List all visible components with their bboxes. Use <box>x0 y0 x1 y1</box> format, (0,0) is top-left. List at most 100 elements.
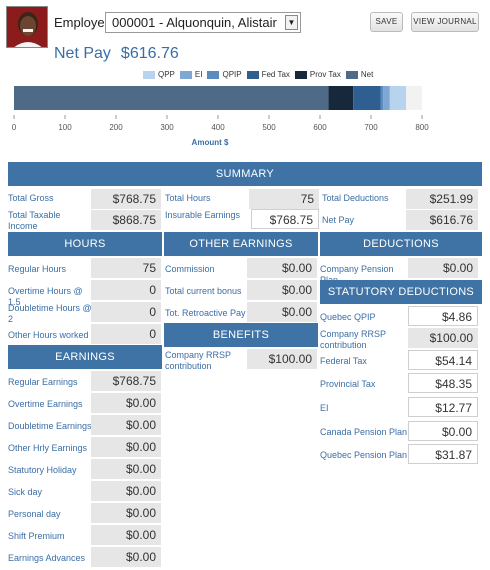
deductions-header: DEDUCTIONS <box>320 232 482 256</box>
total-taxable-label: Total Taxable Income <box>8 210 61 231</box>
legend-item: Prov Tax <box>294 70 341 79</box>
benefits-header: BENEFITS <box>164 323 318 347</box>
bar-segment <box>383 86 390 110</box>
legend-swatch <box>294 70 307 79</box>
legend-item: EI <box>179 70 202 79</box>
net-pay-heading-label: Net Pay <box>54 45 111 62</box>
earnings-item-value: $0.00 <box>91 437 161 457</box>
x-tick-label: 300 <box>160 123 174 132</box>
canada-pension-plan-label: Canada Pension Plan <box>320 427 408 437</box>
earnings-item-value: $0.00 <box>91 525 161 545</box>
hours-header: HOURS <box>8 232 162 256</box>
net-pay-heading-amount: $616.76 <box>120 45 179 62</box>
net-pay-value: $616.76 <box>406 210 478 230</box>
employee-label: Employee: <box>54 15 116 30</box>
bar-segment <box>14 86 329 110</box>
total-gross-label: Total Gross <box>8 193 54 203</box>
earnings-item-value: $0.00 <box>91 459 161 479</box>
legend-label: QPIP <box>222 70 242 79</box>
legend-label: Fed Tax <box>261 70 290 79</box>
legend-label: Net <box>360 70 374 79</box>
other-hours-label: Other Hours worked <box>8 330 89 340</box>
x-axis-label: Amount $ <box>192 138 229 147</box>
total-deductions-label: Total Deductions <box>322 193 389 203</box>
legend-item: Fed Tax <box>246 70 290 79</box>
net-pay-label: Net Pay <box>322 215 355 225</box>
x-tick-label: 100 <box>58 123 72 132</box>
provincial-tax-value[interactable]: $48.35 <box>408 373 478 393</box>
legend-label: Prov Tax <box>309 70 341 79</box>
earnings-item-label: Earnings Advances <box>8 553 86 563</box>
quebec-pension-plan-value[interactable]: $31.87 <box>408 444 478 464</box>
x-tick-label: 800 <box>415 123 429 132</box>
provincial-tax-label: Provincial Tax <box>320 379 376 389</box>
overtime-hours-label: Overtime Hours @ 1.5 <box>8 286 83 307</box>
earnings-item-value: $0.00 <box>91 503 161 523</box>
earnings-header: EARNINGS <box>8 345 162 369</box>
current-bonus-label: Total current bonus <box>165 286 242 296</box>
bar-segment <box>389 86 407 110</box>
ei-value[interactable]: $12.77 <box>408 397 478 417</box>
x-tick-label: 200 <box>109 123 123 132</box>
overtime-hours-value: 0 <box>91 280 161 300</box>
quebec-qpip-value[interactable]: $4.86 <box>408 306 478 326</box>
company-rrsp-contribution-label: Company RRSP contribution <box>320 329 386 350</box>
legend-swatch <box>143 70 155 79</box>
insurable-earnings-value[interactable]: $768.75 <box>251 209 319 229</box>
earnings-item-value: $768.75 <box>91 371 161 391</box>
other-earnings-header: OTHER EARNINGS <box>164 232 318 256</box>
total-gross-value: $768.75 <box>91 189 161 209</box>
employee-avatar <box>6 6 48 48</box>
commission-value: $0.00 <box>247 258 317 278</box>
x-tick-label: 600 <box>313 123 327 132</box>
federal-tax-value[interactable]: $54.14 <box>408 350 478 370</box>
legend-swatch <box>246 70 259 79</box>
earnings-item-label: Regular Earnings <box>8 377 78 387</box>
legend-swatch <box>345 70 358 79</box>
x-tick-label: 500 <box>262 123 276 132</box>
total-taxable-value: $868.75 <box>91 210 161 230</box>
employee-select[interactable]: 000001 - Alquonquin, Alistair ▼ <box>105 12 301 33</box>
bar-segment <box>380 86 384 110</box>
net-pay-heading: Net Pay $616.76 <box>54 45 189 63</box>
insurable-earnings-label: Insurable Earnings <box>165 210 241 220</box>
earnings-item-label: Other Hrly Earnings <box>8 443 88 453</box>
x-tick-label: 0 <box>12 123 17 132</box>
federal-tax-label: Federal Tax <box>320 356 367 366</box>
doubletime-hours-value: 0 <box>91 302 161 322</box>
earnings-item-label: Doubletime Earnings <box>8 421 92 431</box>
regular-hours-label: Regular Hours <box>8 264 67 274</box>
earnings-item-value: $0.00 <box>91 393 161 413</box>
earnings-item-label: Sick day <box>8 487 43 497</box>
earnings-item-label: Shift Premium <box>8 531 65 541</box>
doubletime-hours-label: Doubletime Hours @ 2 <box>8 303 92 324</box>
statutory-deductions-header: STATUTORY DEDUCTIONS <box>320 280 482 304</box>
company-pension-value: $0.00 <box>408 258 478 278</box>
company-rrsp-benefit-value: $100.00 <box>247 349 317 369</box>
legend-item: QPIP <box>207 70 242 79</box>
retroactive-pay-label: Tot. Retroactive Pay <box>165 308 246 318</box>
view-journal-button[interactable]: VIEW JOURNAL <box>411 12 479 32</box>
quebec-pension-plan-label: Quebec Pension Plan <box>320 450 408 460</box>
total-hours-value: 75 <box>249 189 319 209</box>
canada-pension-plan-value[interactable]: $0.00 <box>408 421 478 441</box>
commission-label: Commission <box>165 264 215 274</box>
chevron-down-icon[interactable]: ▼ <box>285 15 298 30</box>
bar-segment <box>328 86 354 110</box>
earnings-item-value: $0.00 <box>91 547 161 567</box>
legend-label: QPP <box>158 70 175 79</box>
legend-item: Net <box>345 70 374 79</box>
total-hours-label: Total Hours <box>165 193 211 203</box>
bar-segment <box>353 86 381 110</box>
employee-select-value: 000001 - Alquonquin, Alistair <box>112 15 277 30</box>
net-pay-chart: 0 100 200 300 400 500 600 700 800 Amount $ <box>12 86 429 147</box>
ei-label: EI <box>320 403 329 413</box>
earnings-item-label: Overtime Earnings <box>8 399 83 409</box>
other-hours-value: 0 <box>91 324 161 344</box>
chart-legend: QPP EI QPIP Fed Tax Prov Tax Net <box>143 69 373 80</box>
save-button[interactable]: SAVE <box>370 12 403 32</box>
earnings-item-value: $0.00 <box>91 415 161 435</box>
company-rrsp-benefit-label: Company RRSP contribution <box>165 350 231 371</box>
earnings-item-value: $0.00 <box>91 481 161 501</box>
x-tick-label: 400 <box>211 123 225 132</box>
